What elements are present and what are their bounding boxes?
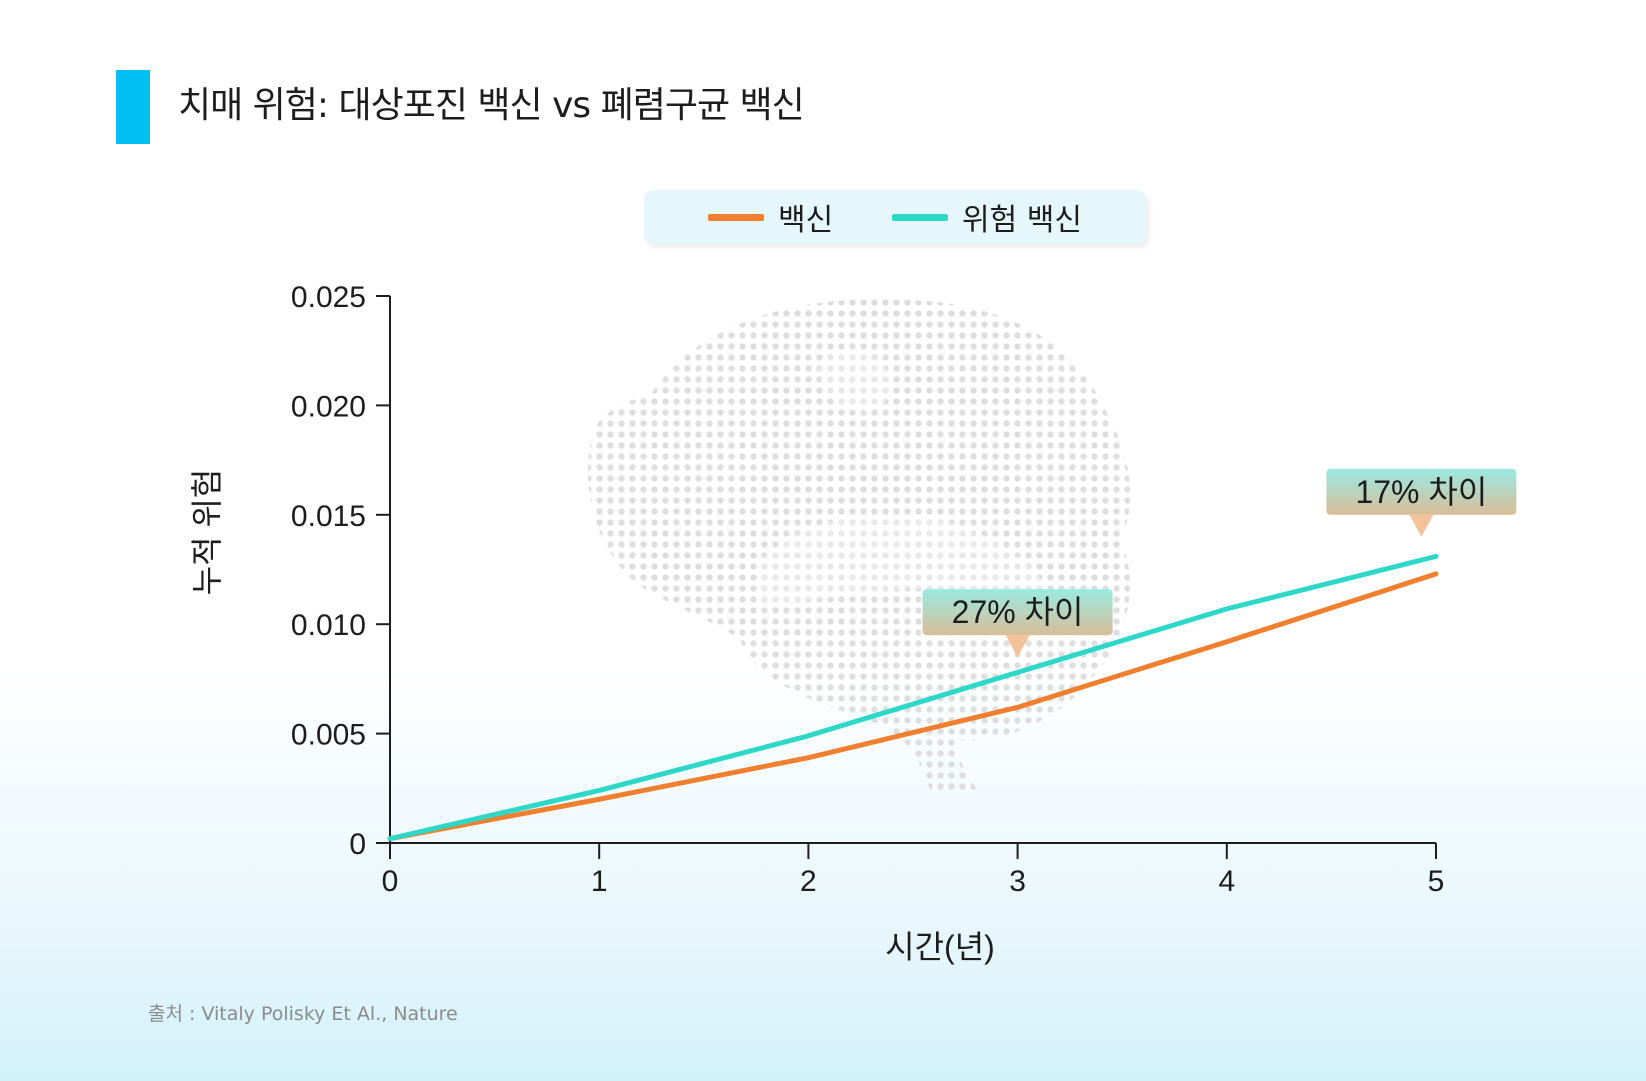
callout-label: 17% 차이 <box>1355 474 1487 510</box>
callout-box <box>922 589 1113 636</box>
callout-pointer <box>1409 514 1434 537</box>
x-tick-label: 3 <box>1009 865 1026 898</box>
callout-2: 17% 차이 <box>1326 468 1517 537</box>
y-tick-label: 0.020 <box>291 390 366 423</box>
callout-box <box>1326 468 1517 515</box>
y-ticks: 0 0.005 0.010 0.015 0.020 0.025 <box>291 281 390 861</box>
x-tick-label: 4 <box>1218 865 1235 898</box>
callout-label: 27% 차이 <box>952 594 1084 630</box>
source-credit: 출처 : Vitaly Polisky Et Al., Nature <box>148 1003 458 1025</box>
x-tick-label: 2 <box>800 865 817 898</box>
callout-pointer <box>1005 635 1030 658</box>
legend-item-vaccine: 백신 <box>708 190 833 244</box>
legend-swatch-vaccine <box>708 213 764 221</box>
series-layer <box>387 553 1439 842</box>
y-tick-label: 0.005 <box>291 719 366 752</box>
callout-layer: 27% 차이 17% 차이 <box>922 468 1517 658</box>
x-tick-label: 5 <box>1428 865 1445 898</box>
series-line-vaccine <box>387 571 1439 842</box>
legend-label-risk-vaccine: 위험 백신 <box>962 203 1082 238</box>
x-tick-label: 0 <box>382 865 399 898</box>
x-tick-label: 1 <box>591 865 608 898</box>
page-title: 치매 위험: 대상포진 백신 vs 폐렴구균 백신 <box>178 85 805 126</box>
y-axis-label: 누적 위험 <box>189 469 225 596</box>
legend-item-risk-vaccine: 위험 백신 <box>892 190 1082 244</box>
y-tick-label: 0.015 <box>291 500 366 533</box>
legend-swatch-risk-vaccine <box>892 213 948 221</box>
series-line-risk-vaccine <box>387 553 1439 842</box>
x-axis-label: 시간(년) <box>885 929 995 965</box>
y-tick-label: 0.025 <box>291 281 366 314</box>
y-tick-label: 0.010 <box>291 609 366 642</box>
x-ticks: 0 1 2 3 4 5 <box>382 843 1445 898</box>
y-tick-label: 0 <box>349 828 366 861</box>
title-accent-bar <box>116 70 150 144</box>
chart-legend: 백신 위험 백신 <box>644 190 1146 244</box>
legend-label-vaccine: 백신 <box>778 203 834 238</box>
callout-1: 27% 차이 <box>922 589 1113 658</box>
brain-watermark-icon <box>588 299 1131 790</box>
